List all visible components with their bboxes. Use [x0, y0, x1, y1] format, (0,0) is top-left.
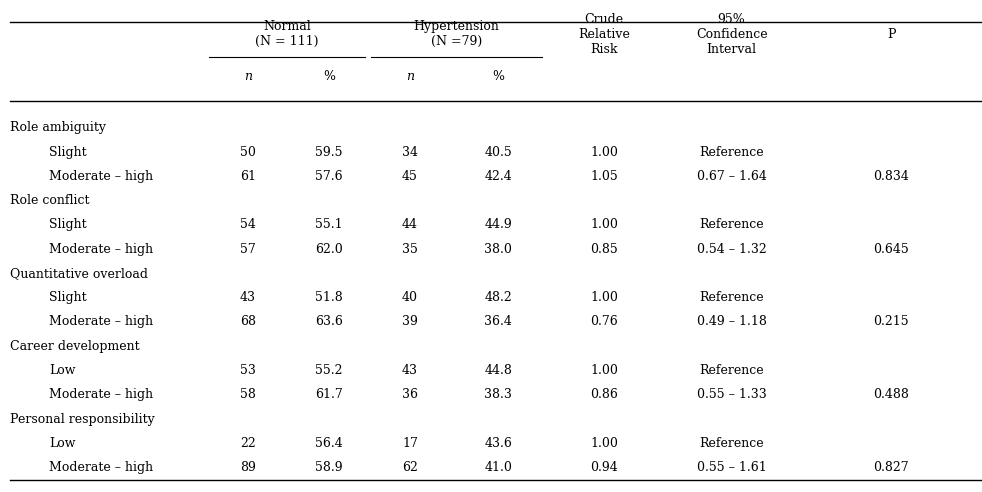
Text: 1.00: 1.00	[590, 364, 618, 377]
Text: 22: 22	[240, 437, 256, 450]
Text: Career development: Career development	[10, 339, 139, 353]
Text: n: n	[244, 70, 252, 83]
Text: 57.6: 57.6	[315, 170, 343, 183]
Text: 63.6: 63.6	[315, 315, 343, 329]
Text: 0.488: 0.488	[873, 388, 909, 401]
Text: 44.9: 44.9	[484, 218, 513, 231]
Text: 61.7: 61.7	[315, 388, 343, 401]
Text: 61: 61	[240, 170, 256, 183]
Text: 54: 54	[240, 218, 256, 231]
Text: Role ambiguity: Role ambiguity	[10, 121, 106, 134]
Text: %: %	[323, 70, 335, 83]
Text: 48.2: 48.2	[484, 291, 513, 304]
Text: Slight: Slight	[49, 146, 86, 158]
Text: Crude
Relative
Risk: Crude Relative Risk	[578, 13, 629, 56]
Text: Role conflict: Role conflict	[10, 194, 89, 207]
Text: 58.9: 58.9	[315, 461, 343, 474]
Text: 59.5: 59.5	[315, 146, 343, 158]
Text: 1.00: 1.00	[590, 291, 618, 304]
Text: %: %	[492, 70, 505, 83]
Text: 95%
Confidence
Interval: 95% Confidence Interval	[696, 13, 767, 56]
Text: Reference: Reference	[699, 146, 764, 158]
Text: 36: 36	[402, 388, 418, 401]
Text: 0.215: 0.215	[873, 315, 909, 329]
Text: Reference: Reference	[699, 364, 764, 377]
Text: 1.00: 1.00	[590, 218, 618, 231]
Text: Personal responsibility: Personal responsibility	[10, 412, 154, 426]
Text: 38.0: 38.0	[484, 243, 513, 256]
Text: 89: 89	[240, 461, 256, 474]
Text: 41.0: 41.0	[484, 461, 513, 474]
Text: 39: 39	[402, 315, 418, 329]
Text: 0.49 – 1.18: 0.49 – 1.18	[696, 315, 767, 329]
Text: 42.4: 42.4	[484, 170, 513, 183]
Text: 40: 40	[402, 291, 418, 304]
Text: 62.0: 62.0	[315, 243, 343, 256]
Text: 38.3: 38.3	[484, 388, 513, 401]
Text: 45: 45	[402, 170, 418, 183]
Text: Low: Low	[49, 437, 76, 450]
Text: 44: 44	[402, 218, 418, 231]
Text: 40.5: 40.5	[484, 146, 513, 158]
Text: 62: 62	[402, 461, 418, 474]
Text: Hypertension
(N =79): Hypertension (N =79)	[413, 21, 500, 48]
Text: Low: Low	[49, 364, 76, 377]
Text: 1.05: 1.05	[590, 170, 618, 183]
Text: Moderate – high: Moderate – high	[49, 461, 153, 474]
Text: 50: 50	[240, 146, 256, 158]
Text: 43.6: 43.6	[484, 437, 513, 450]
Text: 0.94: 0.94	[590, 461, 618, 474]
Text: 0.55 – 1.33: 0.55 – 1.33	[696, 388, 767, 401]
Text: P: P	[887, 28, 896, 41]
Text: 55.2: 55.2	[315, 364, 343, 377]
Text: 36.4: 36.4	[484, 315, 513, 329]
Text: Normal
(N = 111): Normal (N = 111)	[255, 21, 319, 48]
Text: 0.86: 0.86	[590, 388, 618, 401]
Text: 44.8: 44.8	[484, 364, 513, 377]
Text: 0.54 – 1.32: 0.54 – 1.32	[696, 243, 767, 256]
Text: 51.8: 51.8	[315, 291, 343, 304]
Text: Moderate – high: Moderate – high	[49, 170, 153, 183]
Text: 58: 58	[240, 388, 256, 401]
Text: 68: 68	[240, 315, 256, 329]
Text: Reference: Reference	[699, 437, 764, 450]
Text: 53: 53	[240, 364, 256, 377]
Text: 57: 57	[240, 243, 256, 256]
Text: 35: 35	[402, 243, 418, 256]
Text: 0.645: 0.645	[873, 243, 909, 256]
Text: Moderate – high: Moderate – high	[49, 388, 153, 401]
Text: 0.827: 0.827	[873, 461, 909, 474]
Text: 34: 34	[402, 146, 418, 158]
Text: Reference: Reference	[699, 218, 764, 231]
Text: Quantitative overload: Quantitative overload	[10, 267, 148, 280]
Text: 0.85: 0.85	[590, 243, 618, 256]
Text: Reference: Reference	[699, 291, 764, 304]
Text: 0.76: 0.76	[590, 315, 618, 329]
Text: 43: 43	[402, 364, 418, 377]
Text: 0.55 – 1.61: 0.55 – 1.61	[696, 461, 767, 474]
Text: 17: 17	[402, 437, 418, 450]
Text: Slight: Slight	[49, 218, 86, 231]
Text: n: n	[406, 70, 414, 83]
Text: 56.4: 56.4	[315, 437, 343, 450]
Text: 1.00: 1.00	[590, 146, 618, 158]
Text: 1.00: 1.00	[590, 437, 618, 450]
Text: 43: 43	[240, 291, 256, 304]
Text: Moderate – high: Moderate – high	[49, 243, 153, 256]
Text: Moderate – high: Moderate – high	[49, 315, 153, 329]
Text: Slight: Slight	[49, 291, 86, 304]
Text: 0.834: 0.834	[873, 170, 909, 183]
Text: 55.1: 55.1	[315, 218, 343, 231]
Text: 0.67 – 1.64: 0.67 – 1.64	[696, 170, 767, 183]
